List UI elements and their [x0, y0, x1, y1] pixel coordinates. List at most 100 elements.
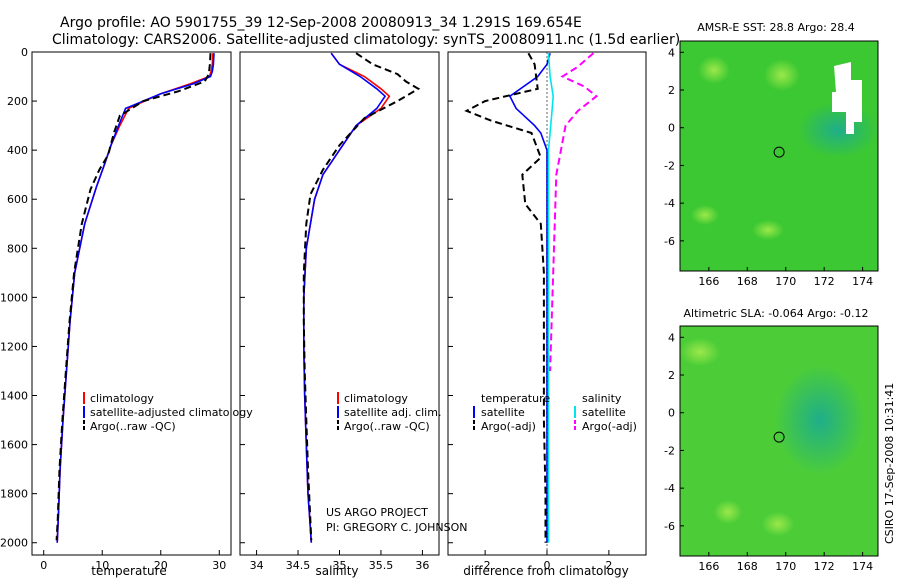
difference-legend: temperature satellite Argo(-adj) salinit… — [473, 392, 637, 433]
y-tick-label: 1200 — [0, 340, 28, 353]
map-x-tick-label: 172 — [814, 275, 835, 288]
x-tick-label: 35.5 — [369, 559, 394, 572]
y-tick-label: 200 — [7, 95, 28, 108]
sla-high-patch — [762, 512, 794, 536]
legend-label: satellite — [481, 406, 525, 419]
y-tick-label: 400 — [7, 144, 28, 157]
y-tick-label: 1000 — [0, 291, 28, 304]
temperature-xlabel: temperature — [91, 564, 166, 578]
series-line-salinity-argo-adj- — [549, 52, 599, 372]
legend-label: Argo(..raw -QC) — [90, 420, 176, 433]
sla-high-patch — [680, 338, 720, 366]
sla-map-frame — [679, 325, 879, 557]
x-tick-label: 2 — [605, 559, 612, 572]
series-line-satellite-adj-clim- — [302, 52, 387, 543]
sla-map-title: Altimetric SLA: -0.064 Argo: -0.12 — [684, 307, 869, 320]
argo-location-marker — [773, 146, 785, 158]
x-tick-label: 35 — [333, 559, 347, 572]
map-x-tick-label: 168 — [737, 560, 758, 573]
legend-label: satellite — [582, 406, 626, 419]
y-tick-label: 1600 — [0, 439, 28, 452]
series-line-satellite-adjusted-climatology — [56, 53, 215, 543]
credit-line1: US ARGO PROJECT — [326, 506, 428, 519]
temperature-legend: climatology satellite-adjusted climatolo… — [83, 392, 253, 433]
map-x-tick-label: 170 — [775, 275, 796, 288]
figure-title-line2: Climatology: CARS2006. Satellite-adjuste… — [52, 32, 680, 48]
sst-map-frame — [679, 40, 879, 272]
map-y-tick-label: -6 — [664, 520, 675, 533]
series-line-argo-raw-qc- — [302, 52, 421, 541]
map-y-tick-label: -4 — [664, 482, 675, 495]
legend-heading-salinity: salinity — [582, 392, 622, 405]
x-tick-label: 34 — [250, 559, 264, 572]
x-tick-label: 0 — [40, 559, 47, 572]
legend-label: Argo(-adj) — [582, 420, 637, 433]
difference-xlabel: difference from climatology — [463, 564, 629, 578]
sla-map — [679, 325, 879, 557]
map-x-tick-label: 168 — [737, 275, 758, 288]
temperature-axes — [31, 51, 232, 556]
axis-ticks: 0 10 20 30020040060080010001200140016001800… — [0, 46, 612, 572]
legend-label: Argo(-adj) — [481, 420, 536, 433]
series-line-salinity-satellite — [547, 53, 555, 543]
sst-warm-patch — [691, 205, 719, 225]
x-tick-label: -2 — [480, 559, 491, 572]
difference-plot — [464, 52, 599, 555]
side-timestamp-label: CSIRO 17-Sep-2008 10:31:41 — [883, 383, 896, 544]
sst-warm-patch — [764, 59, 800, 91]
credit-line2: PI: GREGORY C. JOHNSON — [326, 521, 467, 534]
map-y-tick-label: 4 — [668, 46, 675, 59]
series-line-climatology — [302, 52, 391, 543]
legend-label: climatology — [90, 392, 154, 405]
sla-low-patch — [775, 365, 865, 475]
map-y-tick-label: 2 — [668, 369, 675, 382]
map-y-tick-label: 4 — [668, 331, 675, 344]
map-y-tick-label: 0 — [668, 407, 675, 420]
y-tick-label: 800 — [7, 242, 28, 255]
legend-label: satellite-adjusted climatology — [90, 406, 253, 419]
y-tick-label: 1800 — [0, 488, 28, 501]
salinity-plot — [302, 52, 421, 543]
map-x-tick-label: 166 — [698, 275, 719, 288]
legend-heading-temperature: temperature — [481, 392, 550, 405]
y-tick-label: 0 — [21, 46, 28, 59]
legend-label: satellite adj. clim. — [344, 406, 441, 419]
x-tick-label: 36 — [415, 559, 429, 572]
map-y-tick-label: -2 — [664, 159, 675, 172]
x-tick-label: 34.5 — [286, 559, 311, 572]
x-tick-label: 10 — [95, 559, 109, 572]
salinity-axes — [239, 51, 440, 556]
legend-label: Argo(..raw -QC) — [344, 420, 430, 433]
map-y-tick-label: -4 — [664, 197, 675, 210]
map-y-tick-label: 2 — [668, 84, 675, 97]
series-line-climatology — [56, 53, 214, 543]
salinity-xlabel: salinity — [315, 564, 358, 578]
sst-missing-data — [832, 62, 862, 134]
sst-warm-patch — [698, 56, 730, 84]
map-y-tick-label: 0 — [668, 122, 675, 135]
map-y-tick-label: -6 — [664, 235, 675, 248]
y-tick-label: 1400 — [0, 390, 28, 403]
map-y-tick-label: -2 — [664, 444, 675, 457]
x-tick-label: 20 — [154, 559, 168, 572]
map-x-tick-label: 170 — [775, 560, 796, 573]
x-tick-label: 0 — [544, 559, 551, 572]
series-line-temperature-argo-adj- — [464, 52, 547, 543]
y-tick-label: 2000 — [0, 537, 28, 550]
sla-high-patch — [714, 500, 742, 524]
argo-location-marker — [773, 431, 785, 443]
map-x-tick-label: 174 — [852, 560, 873, 573]
sst-warm-patch — [752, 220, 784, 240]
sla-map-ticks: 166 168 170 172 174 -6 -4 -2 0 2 4 — [664, 331, 873, 573]
map-x-tick-label: 166 — [698, 560, 719, 573]
legend-label: climatology — [344, 392, 408, 405]
sst-map-ticks: 166 168 170 172 174 -6 -4 -2 0 2 4 — [664, 46, 873, 288]
sst-map — [679, 40, 879, 272]
temperature-plot — [55, 53, 215, 543]
figure-title-line1: Argo profile: AO 5901755_39 12-Sep-2008 … — [60, 15, 582, 31]
x-tick-label: 30 — [212, 559, 226, 572]
map-x-tick-label: 172 — [814, 560, 835, 573]
map-x-tick-label: 174 — [852, 275, 873, 288]
sst-map-title: AMSR-E SST: 28.8 Argo: 28.4 — [697, 21, 855, 34]
